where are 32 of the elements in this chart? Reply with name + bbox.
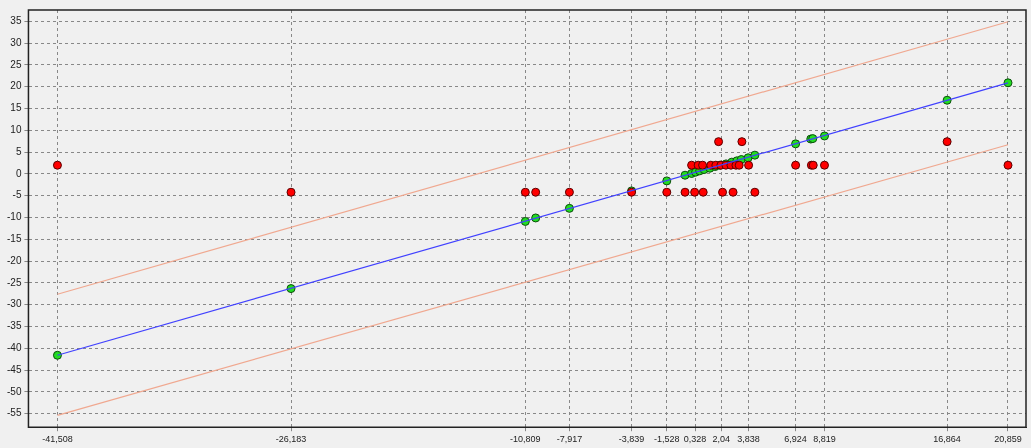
x-tick-label: 16,864 bbox=[933, 434, 961, 445]
x-tick-label: 6,924 bbox=[784, 434, 807, 445]
y-tick-label: 10 bbox=[10, 124, 22, 136]
y-tick-label: -55 bbox=[7, 407, 22, 419]
x-tick-label: -3,839 bbox=[618, 434, 645, 445]
y-tick-label: -45 bbox=[7, 363, 22, 375]
y-tick-label: 25 bbox=[10, 58, 22, 70]
y-tick-label: -40 bbox=[7, 342, 22, 354]
y-tick-label: -30 bbox=[7, 298, 22, 310]
y-tick-label: 15 bbox=[10, 102, 22, 114]
x-tick-label: 2,04 bbox=[712, 434, 730, 445]
y-tick-label: -20 bbox=[7, 254, 22, 266]
y-tick-label: -35 bbox=[7, 320, 22, 332]
y-tick-label: -10 bbox=[7, 211, 22, 223]
y-tick-label: 5 bbox=[15, 145, 22, 157]
y-tick-label: -50 bbox=[7, 385, 22, 397]
x-tick-label: 0,328 bbox=[683, 434, 707, 445]
x-tick-label: -41,508 bbox=[42, 434, 73, 445]
x-tick-label: -10,809 bbox=[510, 434, 541, 445]
x-tick-label: -1,528 bbox=[654, 434, 680, 445]
x-tick-label: 8,819 bbox=[813, 434, 836, 445]
y-tick-label: 20 bbox=[10, 80, 22, 92]
x-tick-label: 20,859 bbox=[994, 434, 1022, 445]
x-tick-label: -7,917 bbox=[556, 434, 583, 445]
y-tick-label: -25 bbox=[7, 276, 22, 288]
y-tick-label: -15 bbox=[7, 233, 22, 245]
x-tick-label: 3,838 bbox=[737, 434, 760, 445]
x-tick-label: -26,183 bbox=[275, 434, 307, 445]
y-tick-label: 0 bbox=[15, 167, 22, 179]
y-tick-label: 35 bbox=[10, 15, 22, 27]
y-tick-label: 30 bbox=[10, 36, 22, 48]
y-tick-label: -5 bbox=[12, 189, 22, 201]
